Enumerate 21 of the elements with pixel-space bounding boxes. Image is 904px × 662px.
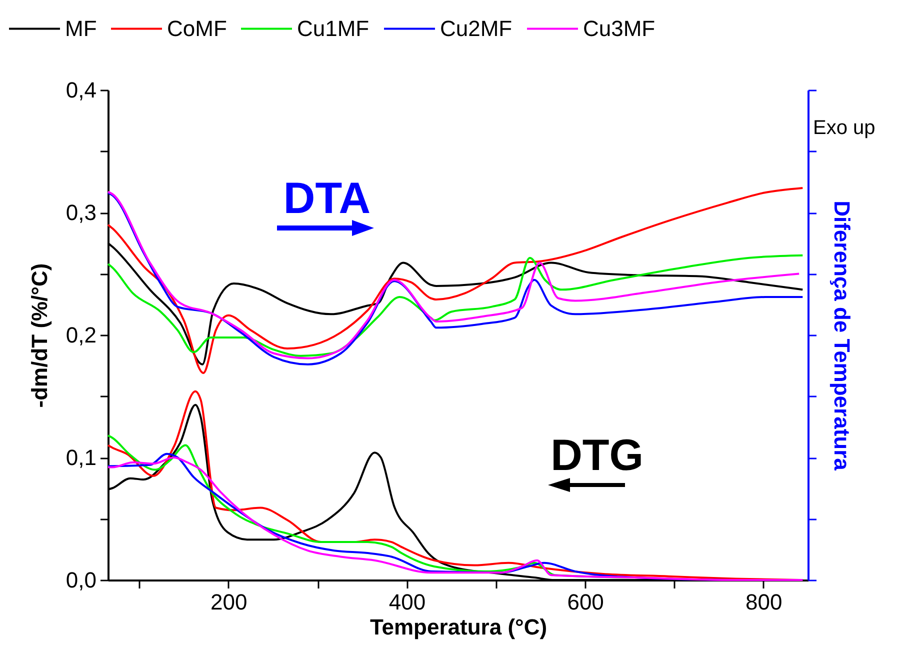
text: Exo up: [813, 117, 876, 139]
legend-label: MF: [65, 16, 97, 41]
legend-label: Cu3MF: [583, 16, 656, 41]
annotation: DTA: [283, 174, 371, 223]
x-tick-label: 200: [210, 590, 248, 614]
legend-label: Cu2MF: [440, 16, 512, 41]
x-axis-title: Temperatura (°C): [370, 614, 548, 640]
line-series: [107, 254, 804, 357]
annotation: DTG: [550, 431, 644, 480]
y2-axis-title: Diferença de Temperatura: [829, 200, 854, 472]
y-tick-label: 0,4: [66, 78, 96, 102]
x-tick-label: 800: [746, 590, 782, 614]
legend-label: CoMF: [167, 16, 227, 41]
y-tick-label: 0,0: [66, 568, 96, 592]
legend-label: Cu1MF: [297, 16, 370, 41]
y-axis-title: -dm/dT (%/°C): [26, 263, 52, 408]
y-tick-label: 0,1: [66, 445, 96, 470]
x-tick-label: 400: [388, 590, 426, 614]
y-tick-label: 0,3: [66, 200, 96, 225]
x-tick-label: 600: [567, 590, 604, 614]
y-tick-label: 0,2: [66, 322, 96, 348]
